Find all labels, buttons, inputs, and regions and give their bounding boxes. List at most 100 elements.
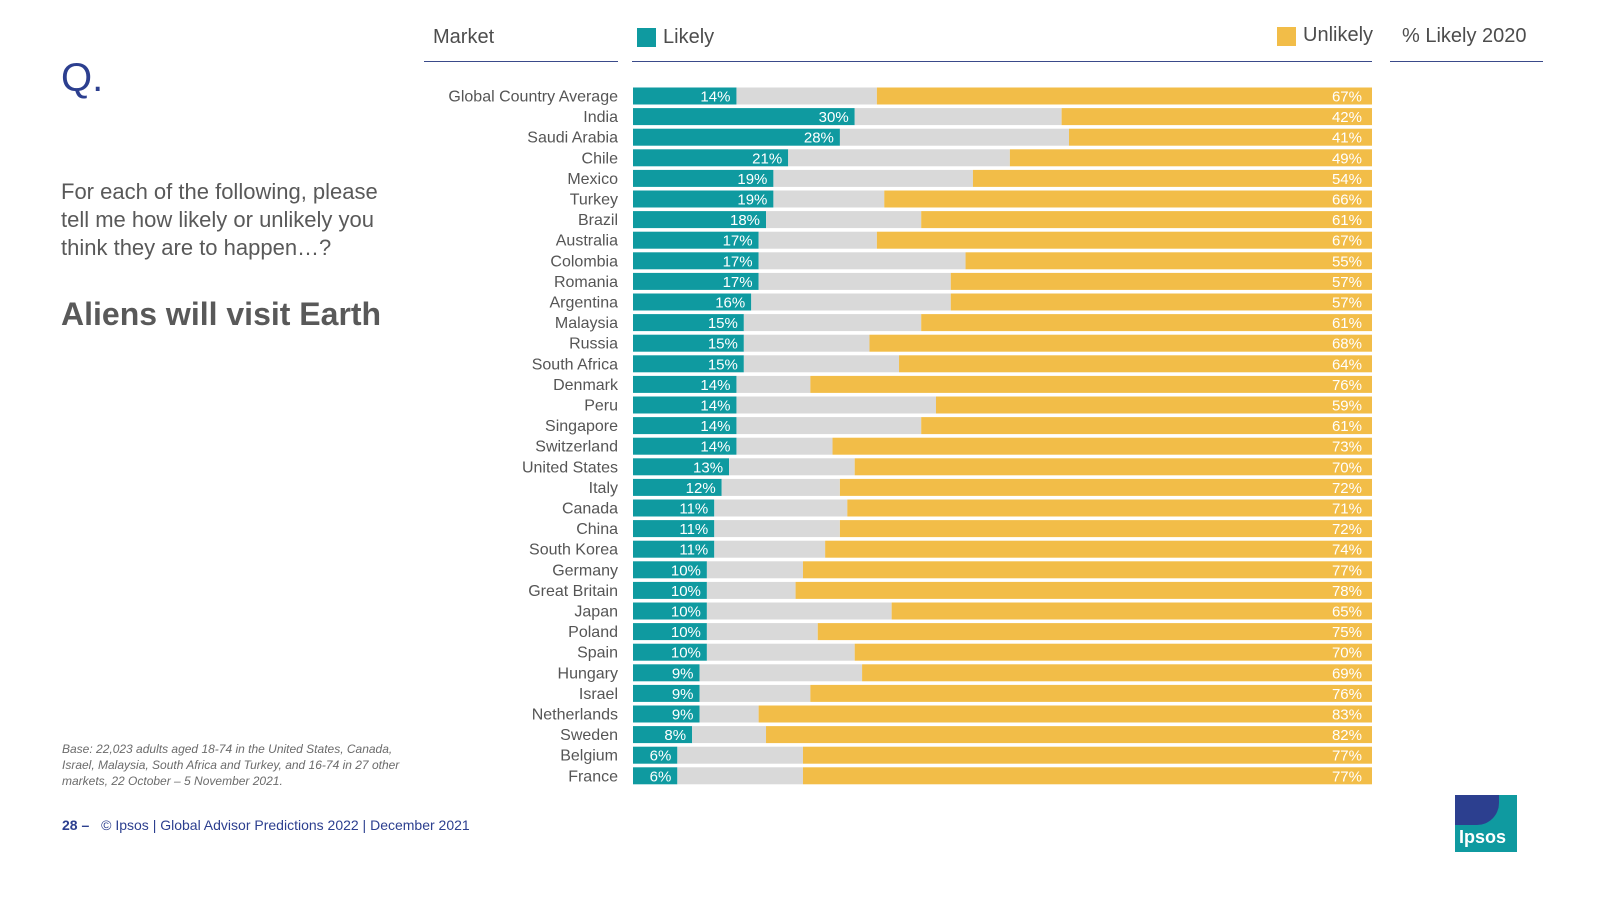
category-label-argentina: Argentina (550, 295, 619, 312)
category-label-belgium: Belgium (560, 748, 618, 765)
logo-text: Ipsos (1459, 827, 1507, 847)
bar-unlikely-denmark (810, 375, 1372, 393)
data-label-likely-brazil: 18% (730, 212, 760, 229)
data-label-likely-france: 6% (650, 768, 672, 785)
data-label-likely-australia: 17% (723, 233, 753, 250)
bar-neutral-denmark (736, 375, 811, 393)
data-label-unlikely-chile: 49% (1332, 150, 1362, 167)
bar-likely-united-states (633, 458, 730, 476)
data-label-unlikely-germany: 77% (1332, 562, 1362, 579)
bar-likely-romania (633, 272, 759, 290)
bar-likely-spain (633, 643, 707, 661)
data-label-likely-mexico: 19% (737, 171, 767, 188)
bar-neutral-china (714, 520, 840, 538)
bar-unlikely-australia (876, 231, 1372, 249)
bar-unlikely-sweden (766, 726, 1372, 744)
bar-likely-russia (633, 334, 744, 352)
data-label-likely-malaysia: 15% (708, 315, 738, 332)
category-label-united-states: United States (522, 459, 618, 476)
data-label-unlikely-spain: 70% (1332, 645, 1362, 662)
bar-neutral-russia (743, 334, 870, 352)
category-label-germany: Germany (552, 562, 618, 579)
bar-neutral-germany (706, 561, 803, 579)
data-label-likely-israel: 9% (672, 686, 694, 703)
bar-unlikely-singapore (921, 417, 1372, 435)
data-label-likely-chile: 21% (752, 150, 782, 167)
bar-unlikely-brazil (921, 211, 1372, 229)
bar-likely-great-britain (633, 581, 707, 599)
bar-unlikely-poland (817, 623, 1372, 641)
data-label-unlikely-hungary: 69% (1332, 665, 1362, 682)
bar-neutral-global-country-average (736, 87, 877, 105)
data-label-likely-poland: 10% (671, 624, 701, 641)
bar-neutral-netherlands (699, 705, 759, 723)
bar-unlikely-china (839, 520, 1372, 538)
bar-neutral-south-africa (743, 355, 900, 373)
data-label-likely-canada: 11% (679, 501, 708, 518)
bar-likely-saudi-arabia (633, 128, 840, 146)
data-label-unlikely-switzerland: 73% (1332, 439, 1362, 456)
bar-unlikely-malaysia (921, 314, 1372, 332)
footer: 28 – © Ipsos | Global Advisor Prediction… (62, 817, 470, 833)
ipsos-logo: Ipsos (1455, 795, 1517, 852)
bar-likely-peru (633, 396, 737, 414)
category-label-south-africa: South Africa (532, 356, 618, 373)
data-label-likely-global-country-average: 14% (700, 89, 730, 106)
bar-unlikely-italy (839, 478, 1372, 496)
data-label-unlikely-saudi-arabia: 41% (1332, 130, 1362, 147)
bar-neutral-italy (721, 478, 840, 496)
category-label-india: India (583, 109, 618, 126)
bar-unlikely-turkey (884, 190, 1372, 208)
legend-unlikely-label: Unlikely (1303, 24, 1374, 46)
bar-likely-turkey (633, 190, 774, 208)
bar-likely-italy (633, 478, 722, 496)
data-label-unlikely-romania: 57% (1332, 274, 1362, 291)
likely-2020-header-rule (1390, 61, 1543, 62)
bar-neutral-spain (706, 643, 855, 661)
data-label-likely-spain: 10% (671, 645, 701, 662)
data-label-likely-sweden: 8% (664, 727, 686, 744)
bar-likely-france (633, 767, 678, 785)
bar-unlikely-canada (847, 499, 1372, 517)
bar-likely-malaysia (633, 314, 744, 332)
bar-unlikely-south-africa (899, 355, 1372, 373)
bar-likely-germany (633, 561, 707, 579)
bar-neutral-israel (699, 684, 811, 702)
bar-likely-denmark (633, 375, 737, 393)
likely-2020-header: % Likely 2020 (1402, 25, 1527, 47)
bar-unlikely-united-states (854, 458, 1372, 476)
data-label-likely-italy: 12% (686, 480, 716, 497)
category-label-malaysia: Malaysia (555, 315, 618, 332)
data-label-likely-great-britain: 10% (671, 583, 701, 600)
data-label-unlikely-malaysia: 61% (1332, 315, 1362, 332)
bar-likely-hungary (633, 664, 700, 682)
data-label-likely-hungary: 9% (672, 665, 694, 682)
bar-neutral-australia (758, 231, 877, 249)
legend-likely-label: Likely (663, 26, 715, 48)
bar-likely-sweden (633, 726, 693, 744)
bar-neutral-poland (706, 623, 818, 641)
data-label-likely-turkey: 19% (737, 192, 767, 209)
data-label-unlikely-united-states: 70% (1332, 459, 1362, 476)
data-label-likely-singapore: 14% (700, 418, 730, 435)
bar-unlikely-israel (810, 684, 1372, 702)
data-label-unlikely-south-africa: 64% (1332, 356, 1362, 373)
bar-likely-belgium (633, 746, 678, 764)
bar-likely-global-country-average (633, 87, 737, 105)
bar-neutral-colombia (758, 252, 966, 270)
bar-neutral-belgium (677, 746, 803, 764)
category-label-spain: Spain (577, 645, 618, 662)
category-label-denmark: Denmark (553, 377, 619, 394)
bar-likely-brazil (633, 211, 767, 229)
category-label-great-britain: Great Britain (528, 583, 618, 600)
bar-neutral-malaysia (743, 314, 922, 332)
bar-unlikely-switzerland (832, 437, 1372, 455)
category-label-singapore: Singapore (545, 418, 618, 435)
data-label-unlikely-turkey: 66% (1332, 192, 1362, 209)
category-label-chile: Chile (582, 150, 619, 167)
question-mark-heading: Q. (61, 56, 104, 100)
data-label-likely-peru: 14% (700, 398, 730, 415)
market-header: Market (433, 26, 495, 48)
bar-unlikely-saudi-arabia (1069, 128, 1372, 146)
category-label-switzerland: Switzerland (535, 439, 618, 456)
